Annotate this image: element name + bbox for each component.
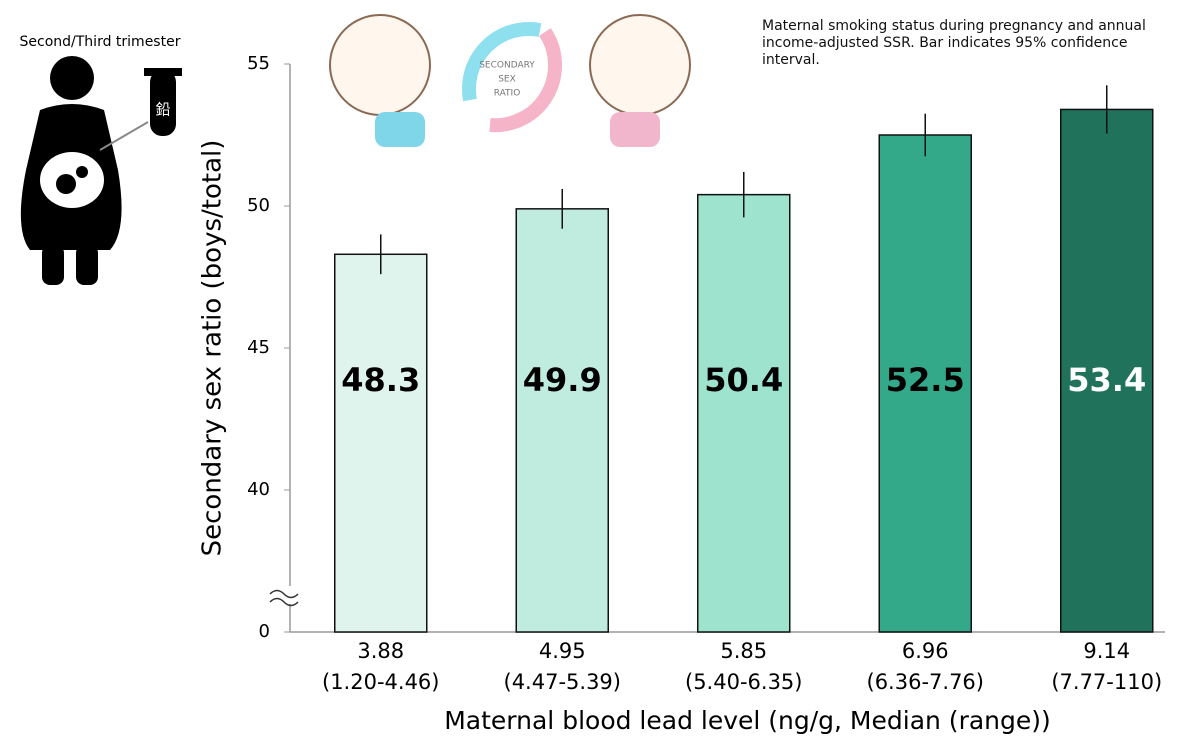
x-tick-range: (4.47-5.39) [504, 670, 621, 694]
y-axis-title: Secondary sex ratio (boys/total) [198, 140, 228, 557]
figure-caption: Second/Third trimester [20, 34, 181, 50]
x-tick-label: 5.85 [720, 639, 767, 663]
x-tick-range: (5.40-6.35) [685, 670, 802, 694]
y-tick-label: 45 [247, 337, 270, 358]
x-axis-title: Maternal blood lead level (ng/g, Median … [444, 706, 1051, 735]
value-label: 49.9 [523, 361, 602, 399]
x-tick-label: 4.95 [539, 639, 586, 663]
bar [515, 208, 609, 633]
y-tick-label: 40 [247, 479, 270, 500]
pregnant-icon [20, 56, 182, 285]
bar [697, 193, 791, 633]
illustration-text: RATIO [494, 89, 521, 99]
x-tick-range: (6.36-7.76) [867, 670, 984, 694]
x-tick-label: 9.14 [1083, 639, 1130, 663]
value-label: 52.5 [886, 361, 965, 399]
bar [878, 134, 972, 633]
y-tick-label: 0 [259, 621, 270, 642]
bar [1060, 108, 1154, 633]
x-tick-label: 6.96 [902, 639, 949, 663]
illustration-text: SEX [498, 75, 516, 85]
babies-illustration [329, 14, 691, 147]
value-label: 53.4 [1067, 361, 1146, 399]
illustration-text: SECONDARY [479, 61, 535, 71]
tube-label: 鉛 [155, 101, 170, 119]
x-tick-label: 3.88 [357, 639, 404, 663]
y-tick-label: 55 [247, 53, 270, 74]
annotation: Maternal smoking status during pregnancy… [762, 18, 1146, 68]
x-tick-range: (1.20-4.46) [322, 670, 439, 694]
value-label: 48.3 [341, 361, 420, 399]
axis-break [269, 589, 299, 607]
x-tick-range: (7.77-110) [1051, 670, 1162, 694]
bar [334, 253, 428, 633]
y-tick-label: 50 [247, 195, 270, 216]
value-label: 50.4 [704, 361, 783, 399]
